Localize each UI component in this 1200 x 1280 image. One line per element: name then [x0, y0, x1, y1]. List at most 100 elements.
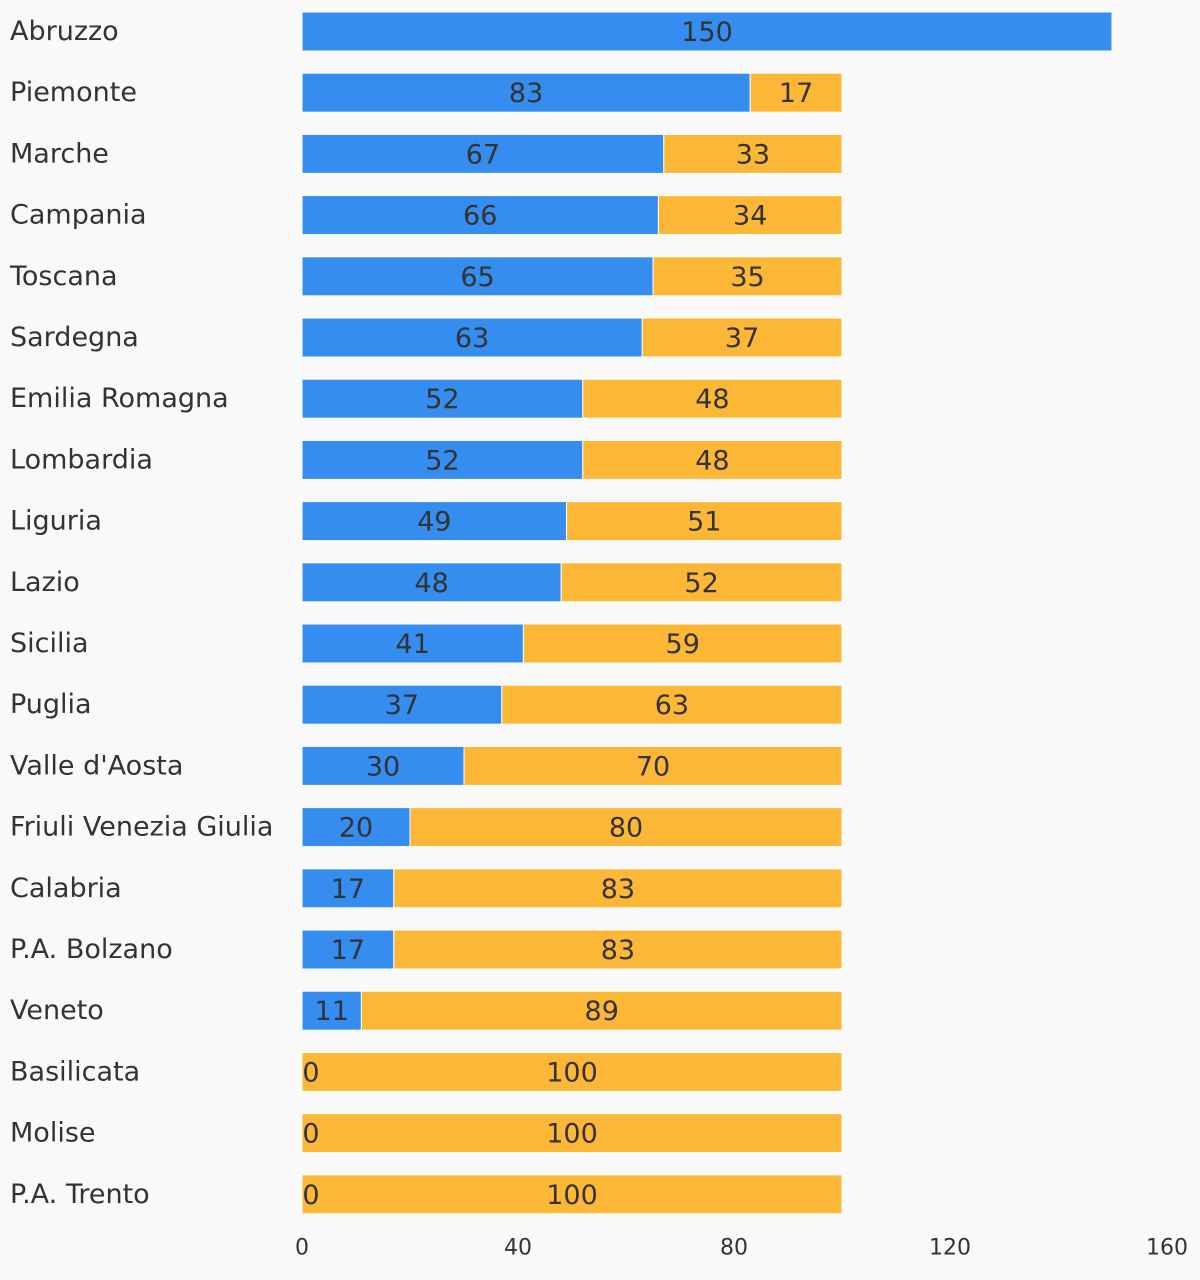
category-label: Lombardia: [10, 444, 153, 475]
data-label: 49: [417, 507, 451, 538]
data-label: 83: [509, 78, 543, 109]
category-label: Campania: [10, 200, 147, 231]
category-label: Lazio: [10, 567, 80, 598]
data-label: 37: [385, 690, 419, 721]
data-label: 70: [636, 751, 670, 782]
category-label: Sicilia: [10, 628, 89, 659]
data-label: 30: [366, 751, 400, 782]
bar-segment: [409, 807, 843, 848]
category-label: Abruzzo: [10, 16, 119, 47]
bar-segment: [393, 929, 843, 970]
category-label: Liguria: [10, 506, 102, 537]
data-label: 83: [601, 935, 635, 966]
bar-segment: [501, 684, 843, 725]
data-label: 52: [425, 445, 459, 476]
data-label: 48: [695, 445, 729, 476]
bar-segment: [566, 501, 843, 542]
category-label: Basilicata: [10, 1056, 140, 1087]
data-label: 20: [339, 813, 373, 844]
category-label: Toscana: [9, 261, 118, 292]
data-label: 51: [687, 507, 721, 538]
bar-segment: [301, 439, 584, 480]
data-label: 11: [315, 996, 349, 1027]
data-label: 100: [546, 1057, 598, 1088]
data-label: 83: [601, 874, 635, 905]
category-label: Molise: [10, 1118, 96, 1149]
bar-segment: [301, 133, 665, 174]
category-label: P.A. Bolzano: [10, 934, 173, 965]
data-label: 52: [684, 568, 718, 599]
bar-segment: [301, 684, 503, 725]
bars: [301, 11, 1113, 1215]
bar-segment: [393, 868, 843, 909]
bar-segment: [582, 439, 843, 480]
bar-segment: [301, 501, 568, 542]
category-label: Sardegna: [10, 322, 139, 353]
bar-segment: [301, 11, 1113, 52]
category-label: Friuli Venezia Giulia: [10, 812, 273, 843]
bar-segment: [301, 256, 654, 297]
data-label: 0: [302, 1119, 319, 1150]
bar-segment: [301, 1051, 843, 1092]
bar-segment: [301, 378, 584, 419]
bar-segment: [301, 72, 751, 113]
bar-segment: [560, 562, 843, 603]
data-label: 100: [546, 1119, 598, 1150]
category-label: P.A. Trento: [10, 1179, 150, 1210]
data-label: 17: [331, 874, 365, 905]
category-labels: Abruzzo Piemonte Marche Campania Toscana Sard…: [9, 16, 273, 1210]
data-label: 35: [730, 262, 764, 293]
data-label: 150: [681, 17, 733, 48]
category-label: Emilia Romagna: [10, 383, 229, 414]
x-tick-label: 40: [504, 1236, 532, 1261]
data-label: 17: [779, 78, 813, 109]
bar-segment: [301, 562, 562, 603]
data-labels: 150 83 17 67 33 66 34 65 35 63 37 52 48 52 48 49 51 48 52 4…: [302, 17, 813, 1211]
bar-segment: [301, 623, 524, 664]
bar-segment: [360, 990, 843, 1031]
bar-segment: [749, 72, 843, 113]
data-label: 33: [736, 139, 770, 170]
data-label: 41: [396, 629, 430, 660]
bar-segment: [663, 133, 843, 174]
bar-segment: [301, 1113, 843, 1154]
data-label: 65: [460, 262, 494, 293]
bar-segment: [641, 317, 843, 358]
bar-segment: [582, 378, 843, 419]
category-label: Piemonte: [10, 77, 137, 108]
data-label: 80: [609, 813, 643, 844]
x-tick-label: 120: [929, 1236, 971, 1261]
data-label: 63: [655, 690, 689, 721]
data-label: 89: [585, 996, 619, 1027]
category-label: Calabria: [10, 873, 122, 904]
category-label: Veneto: [10, 995, 104, 1026]
x-tick-label: 0: [295, 1236, 309, 1261]
category-label: Marche: [10, 138, 109, 169]
data-label: 0: [302, 1180, 319, 1211]
bar-segment: [301, 868, 395, 909]
data-label: 63: [455, 323, 489, 354]
bar-segment: [301, 1174, 843, 1215]
data-label: 34: [733, 201, 767, 232]
bar-segment: [522, 623, 843, 664]
data-label: 0: [302, 1057, 319, 1088]
category-label: Valle d'Aosta: [10, 750, 183, 781]
data-label: 100: [546, 1180, 598, 1211]
data-label: 52: [425, 384, 459, 415]
data-label: 48: [695, 384, 729, 415]
data-label: 66: [463, 201, 497, 232]
x-tick-label: 160: [1146, 1236, 1188, 1261]
bar-segment: [301, 317, 643, 358]
data-label: 59: [666, 629, 700, 660]
data-label: 67: [466, 139, 500, 170]
data-label: 48: [414, 568, 448, 599]
x-tick-label: 80: [720, 1236, 748, 1261]
bar-segment: [657, 195, 843, 236]
bar-segment: [463, 745, 843, 786]
data-label: 37: [725, 323, 759, 354]
data-label: 17: [331, 935, 365, 966]
bar-segment: [301, 195, 659, 236]
category-label: Puglia: [10, 689, 92, 720]
